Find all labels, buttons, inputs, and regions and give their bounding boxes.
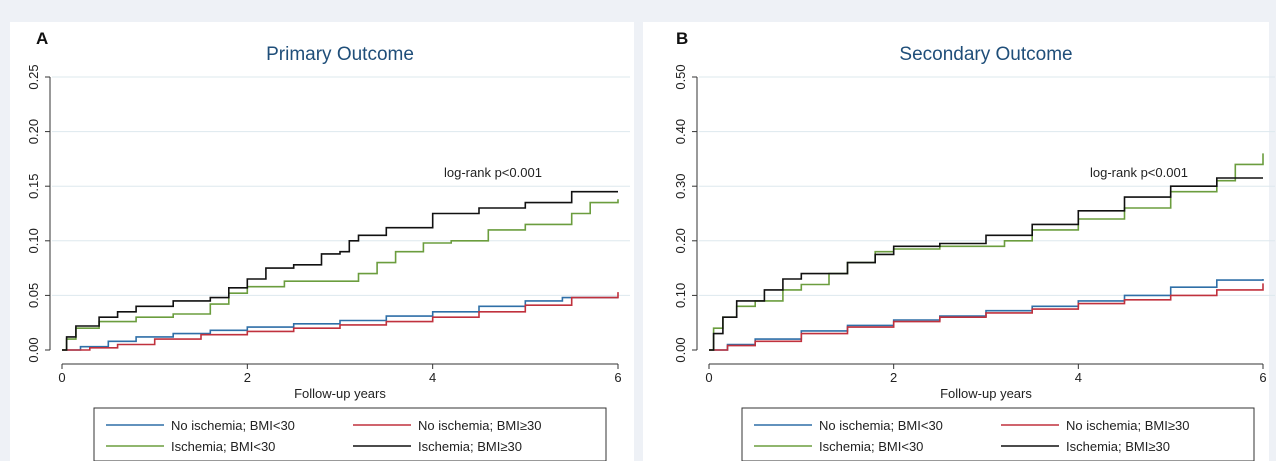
series-line-3	[709, 177, 1263, 351]
series-line-0	[62, 296, 618, 351]
legend-label: No ischemia; BMI<30	[171, 418, 295, 433]
y-tick-label: 0.50	[673, 64, 688, 89]
y-tick-label: 0.10	[26, 228, 41, 253]
logrank-annotation: log-rank p<0.001	[1090, 165, 1188, 180]
x-tick-label: 2	[244, 370, 251, 385]
panel-letter: A	[36, 29, 48, 48]
panel-frame	[10, 22, 634, 461]
y-tick-label: 0.20	[673, 228, 688, 253]
y-tick-label: 0.00	[673, 337, 688, 362]
panel-letter: B	[676, 29, 688, 48]
series-line-3	[62, 190, 618, 351]
legend-label: No ischemia; BMI<30	[819, 418, 943, 433]
y-tick-label: 0.30	[673, 174, 688, 199]
chart-title: Primary Outcome	[266, 44, 414, 65]
series-line-1	[62, 292, 619, 351]
legend-label: Ischemia; BMI<30	[819, 439, 923, 454]
x-tick-label: 2	[890, 370, 897, 385]
legend-label: Ischemia; BMI≥30	[418, 439, 522, 454]
x-tick-label: 6	[1259, 370, 1266, 385]
panel-b: B Secondary Outcome 0.00 0.10 0.20 0.30 0.40 0.…	[643, 22, 1275, 461]
chart-title: Secondary Outcome	[899, 44, 1072, 65]
y-tick-label: 0.00	[26, 337, 41, 362]
x-axis-label: Follow-up years	[294, 386, 386, 401]
y-tick-label: 0.15	[26, 174, 41, 199]
y-tick-label: 0.40	[673, 119, 688, 144]
series-line-1	[709, 283, 1264, 351]
legend-label: Ischemia; BMI<30	[171, 439, 275, 454]
legend-label: No ischemia; BMI≥30	[418, 418, 541, 433]
series-line-2	[62, 199, 619, 351]
legend-box	[93, 407, 607, 461]
panel-a: A Primary Outcome 0.00 0.05 0.10 0.15 0.20 0.25…	[10, 22, 634, 461]
y-tick-label: 0.05	[26, 283, 41, 308]
y-tick-label: 0.10	[673, 283, 688, 308]
x-tick-label: 4	[1075, 370, 1082, 385]
y-tick-label: 0.25	[26, 64, 41, 89]
panel-frame	[643, 22, 1269, 461]
x-tick-label: 0	[58, 370, 65, 385]
legend-label: Ischemia; BMI≥30	[1066, 439, 1170, 454]
x-tick-label: 4	[429, 370, 436, 385]
x-axis-label: Follow-up years	[940, 386, 1032, 401]
y-tick-label: 0.20	[26, 119, 41, 144]
x-tick-label: 0	[705, 370, 712, 385]
legend-label: No ischemia; BMI≥30	[1066, 418, 1189, 433]
logrank-annotation: log-rank p<0.001	[444, 165, 542, 180]
legend-box	[741, 407, 1255, 461]
x-tick-label: 6	[614, 370, 621, 385]
